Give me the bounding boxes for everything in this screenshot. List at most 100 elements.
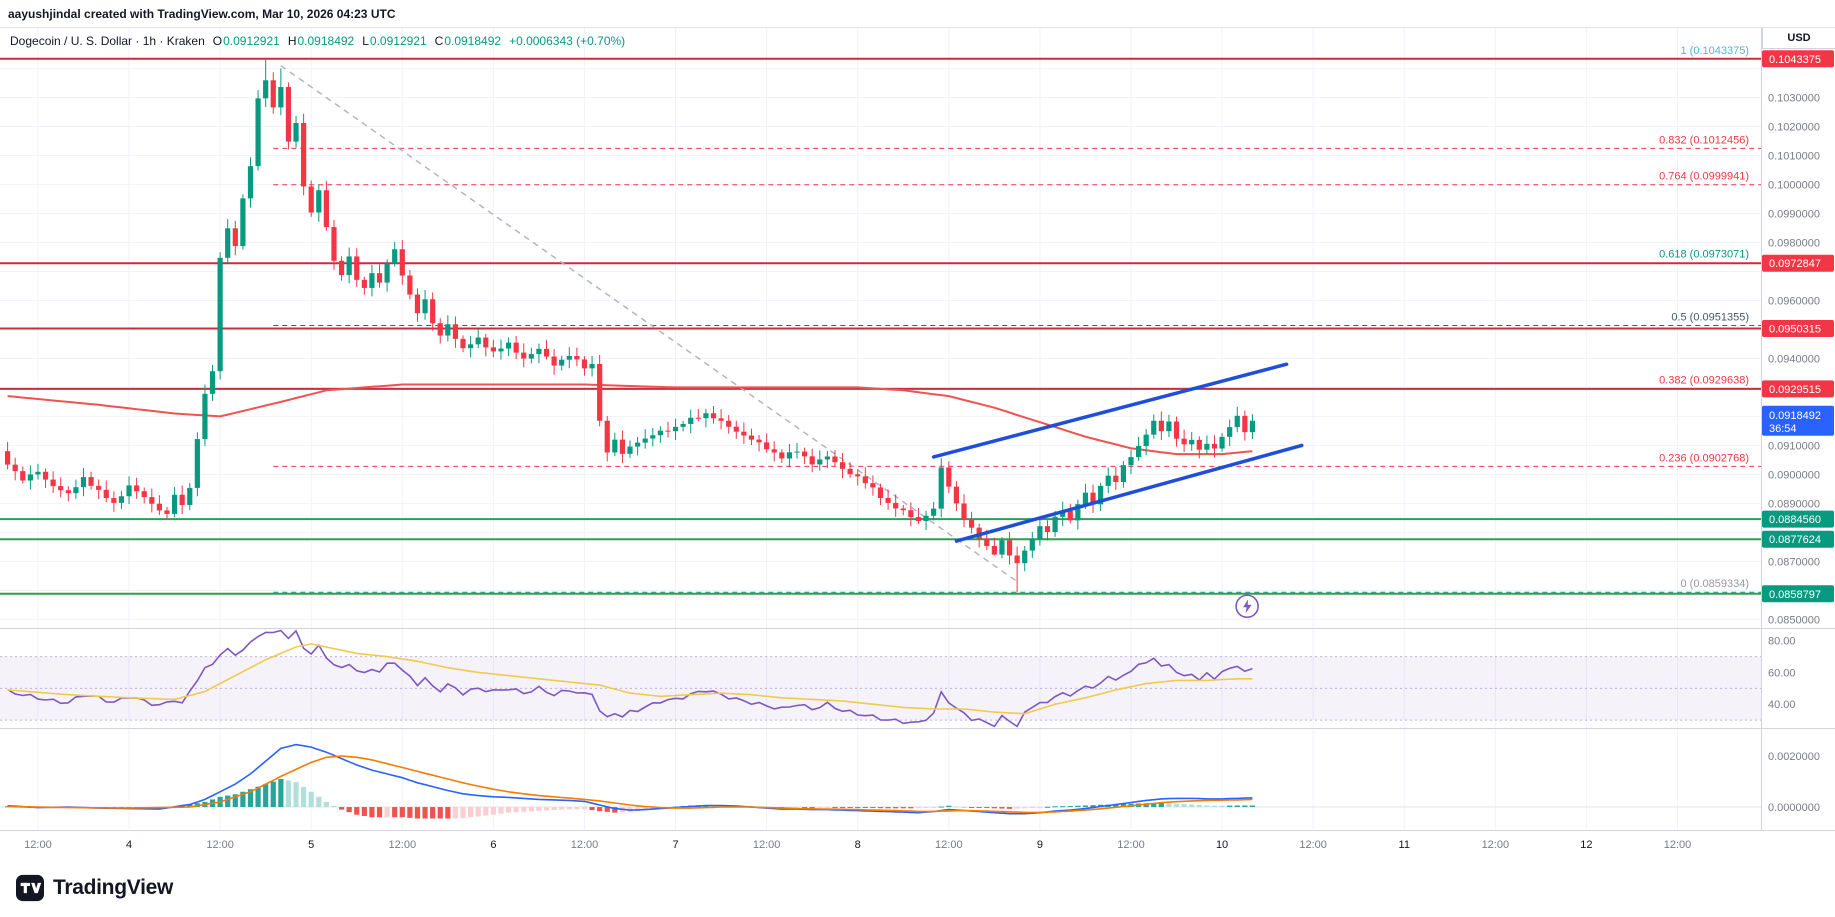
candle-body — [278, 87, 284, 108]
macd-pane[interactable]: 0.0020000 0.0000000 — [0, 728, 1835, 830]
price-axis-tick-label[interactable]: 0.1020000 — [1768, 122, 1820, 134]
macd-histogram-bar — [407, 807, 413, 818]
price-axis-tick-label[interactable]: 0.0870000 — [1768, 556, 1820, 568]
macd-histogram-bar — [414, 807, 421, 819]
price-axis-tick-label[interactable]: 0.0890000 — [1768, 498, 1820, 510]
flash-icon[interactable] — [1235, 594, 1259, 619]
candle-body — [672, 426, 679, 432]
macd-histogram-bar — [1158, 803, 1164, 808]
macd-histogram-bar — [1173, 803, 1180, 808]
rsi-axis-tick-label[interactable]: 40.00 — [1768, 699, 1796, 711]
time-tick-label[interactable]: 9 — [1037, 839, 1043, 851]
rsi-axis-tick-label[interactable]: 80.00 — [1768, 636, 1796, 648]
candle-body — [855, 474, 861, 477]
candle-body — [384, 263, 390, 283]
candle-body — [171, 494, 178, 514]
macd-histogram-bar — [475, 807, 481, 817]
price-axis-tick-label[interactable]: 0.0940000 — [1768, 353, 1820, 365]
macd-histogram-bar — [1143, 803, 1149, 808]
price-pane[interactable]: 1 (0.1043375) 0.832 (0.1012456) 0.764 (0.0… — [0, 28, 1835, 628]
fib-level-label[interactable]: 1 (0.1043375) — [1681, 45, 1750, 57]
macd-histogram-bar — [809, 807, 815, 809]
time-tick-label[interactable]: 12:00 — [24, 839, 52, 851]
price-axis-tick-label[interactable]: 0.0980000 — [1768, 237, 1820, 249]
time-tick-label[interactable]: 6 — [490, 839, 496, 851]
candle-body — [832, 456, 838, 463]
time-tick-label[interactable]: 4 — [126, 839, 132, 851]
logo-v-shape — [31, 882, 42, 893]
candle-body — [551, 356, 557, 366]
ohlc-close: C0.0918492 — [435, 34, 501, 48]
tradingview-logo-text[interactable]: TradingView — [53, 875, 174, 899]
candle-body — [923, 515, 929, 522]
channel-upper-line[interactable] — [931, 362, 1289, 459]
time-tick-label[interactable]: 12:00 — [571, 839, 599, 851]
fib-level-label[interactable]: 0.382 (0.0929638) — [1659, 374, 1749, 386]
candle-body — [604, 420, 610, 453]
time-tick-label[interactable]: 12:00 — [1664, 839, 1692, 851]
candle-body — [376, 273, 383, 283]
fib-level-label[interactable]: 0.5 (0.0951355) — [1671, 312, 1749, 324]
price-axis-tick-label[interactable]: 0.0910000 — [1768, 440, 1820, 452]
candle-body — [710, 413, 717, 419]
rsi-pane[interactable]: 80.00 60.00 40.00 — [0, 628, 1835, 728]
tradingview-logo-icon[interactable] — [16, 874, 44, 902]
channel-lower-line[interactable] — [954, 443, 1304, 543]
time-tick-label[interactable]: 11 — [1399, 839, 1410, 851]
macd-histogram-bar — [824, 807, 830, 809]
ohlc-open: O0.0912921 — [213, 34, 280, 48]
macd-histogram-bar — [247, 789, 254, 808]
time-tick-label[interactable]: 12:00 — [935, 839, 963, 851]
candle-body — [893, 502, 899, 509]
candle-body — [741, 431, 747, 436]
time-tick-label[interactable]: 8 — [855, 839, 861, 851]
candle-body — [331, 227, 337, 261]
price-axis-tick-label[interactable]: 0.0850000 — [1768, 614, 1820, 626]
candle-body — [35, 471, 41, 475]
macd-histogram-bar — [915, 807, 922, 809]
time-tick-label[interactable]: 10 — [1216, 839, 1228, 851]
macd-axis-tick-label[interactable]: 0.0020000 — [1768, 751, 1820, 763]
price-axis-tick-label[interactable]: 0.1030000 — [1768, 93, 1820, 105]
price-axis-tick-label[interactable]: 0.0900000 — [1768, 469, 1820, 481]
candle-body — [984, 538, 990, 547]
fib-level-label[interactable]: 0.832 (0.1012456) — [1659, 134, 1749, 146]
fib-level-label[interactable]: 0.236 (0.0902768) — [1659, 452, 1749, 464]
price-axis-tick-label[interactable]: 0.0990000 — [1768, 209, 1820, 221]
candle-body — [1143, 434, 1149, 446]
time-tick-label[interactable]: 12:00 — [1482, 839, 1510, 851]
time-tick-label[interactable]: 5 — [308, 839, 314, 851]
price-axis-tick-label[interactable]: 0.1000000 — [1768, 180, 1820, 192]
candle-body — [1242, 415, 1248, 433]
time-axis[interactable]: 12:00 4 12:00 5 12:00 6 12:00 7 12:00 8 12:00 9 12:0… — [0, 830, 1835, 858]
macd-histogram-bar — [346, 807, 352, 813]
price-level-tag — [1762, 510, 1834, 528]
fib-level-label[interactable]: 0.764 (0.0999941) — [1659, 171, 1749, 183]
macd-axis-tick-label[interactable]: 0.0000000 — [1768, 802, 1820, 814]
time-tick-label[interactable]: 12:00 — [389, 839, 417, 851]
time-tick-label[interactable]: 12:00 — [206, 839, 234, 851]
rsi-axis-tick-label[interactable]: 60.00 — [1768, 667, 1796, 679]
macd-histogram-bar — [968, 807, 975, 809]
macd-histogram-bar — [1022, 807, 1028, 809]
candle-body — [688, 417, 694, 424]
candle-body — [786, 452, 793, 459]
macd-histogram-bar — [559, 807, 565, 810]
downtrend-dashed-line[interactable] — [280, 65, 1018, 583]
fib-level-label[interactable]: 0 (0.0859334) — [1681, 578, 1750, 590]
symbol-title[interactable]: Dogecoin / U. S. Dollar · 1h · Kraken — [10, 34, 205, 48]
time-tick-label[interactable]: 12 — [1580, 839, 1592, 851]
macd-histogram-bar — [612, 807, 618, 813]
time-tick-label[interactable]: 7 — [672, 839, 678, 851]
fib-level-label[interactable]: 0.618 (0.0973071) — [1659, 249, 1749, 261]
time-tick-label[interactable]: 12:00 — [1117, 839, 1145, 851]
price-axis-tick-label[interactable]: 0.0960000 — [1768, 295, 1820, 307]
candle-body — [1189, 439, 1195, 445]
candle-body — [96, 485, 102, 490]
time-tick-label[interactable]: 12:00 — [753, 839, 781, 851]
price-axis-tick-label[interactable]: 0.1010000 — [1768, 151, 1820, 163]
time-tick-label[interactable]: 12:00 — [1299, 839, 1327, 851]
candle-body — [938, 467, 944, 509]
axis-currency-label[interactable]: USD — [1762, 28, 1835, 49]
